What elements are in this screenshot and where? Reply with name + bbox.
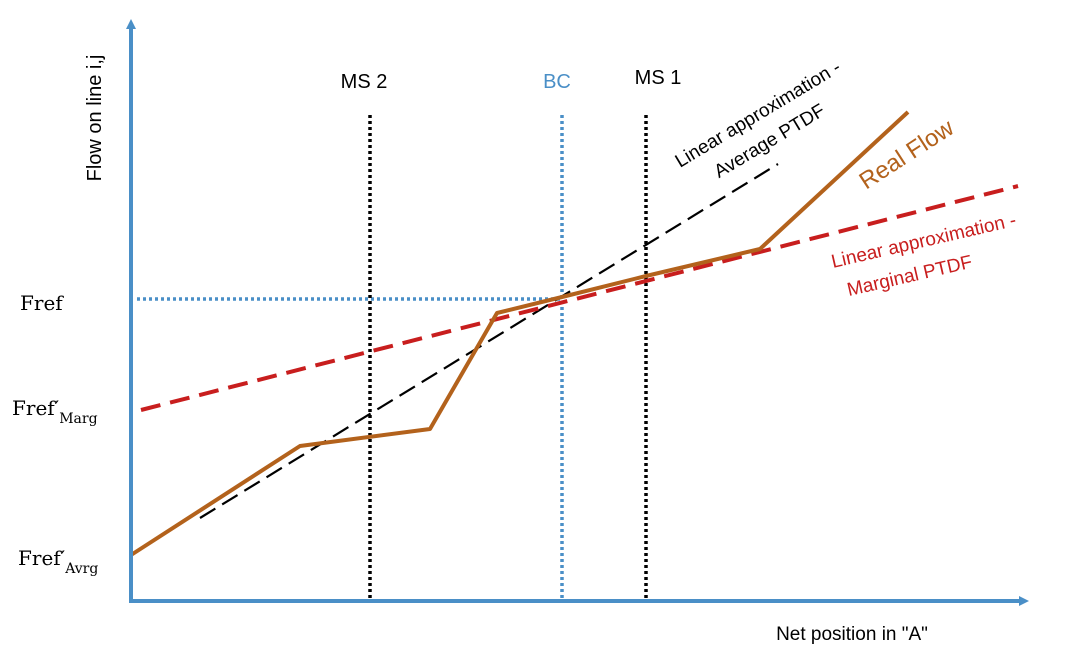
- average-ptdf-annotation: Linear approximation - Average PTDF: [672, 57, 845, 183]
- marginal-ptdf-annotation: Linear approximation - Marginal PTDF: [829, 210, 1018, 301]
- fref-marg-tick-label: Fref′Marg: [12, 396, 98, 427]
- fref-avrg-tick-label: Fref′Avrg: [18, 546, 98, 577]
- average-ptdf-line: [199, 163, 779, 519]
- fref-tick-label: Fref: [20, 291, 64, 315]
- real-flow-annotation: Real Flow: [855, 114, 960, 195]
- x-axis-label: Net position in "A": [776, 624, 928, 645]
- real-flow-line: [129, 110, 910, 557]
- bc-label: BC: [543, 71, 571, 93]
- marginal-ptdf-line: [140, 184, 1019, 412]
- ms1-label: MS 1: [635, 67, 682, 89]
- ms2-label: MS 2: [341, 71, 388, 93]
- y-axis-label: Flow on line i,j: [84, 55, 106, 182]
